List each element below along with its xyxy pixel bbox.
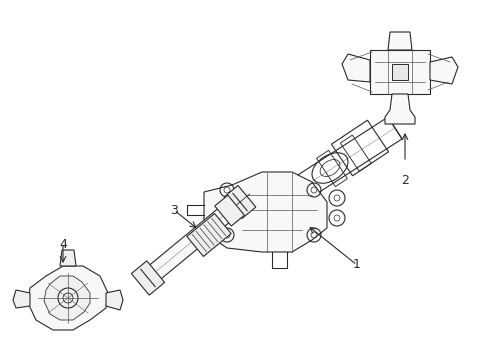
- Polygon shape: [224, 185, 255, 219]
- Polygon shape: [13, 290, 30, 308]
- Polygon shape: [131, 261, 164, 295]
- Polygon shape: [186, 213, 231, 256]
- Polygon shape: [142, 195, 245, 285]
- Polygon shape: [214, 195, 244, 226]
- Polygon shape: [391, 64, 407, 80]
- Text: 3: 3: [170, 203, 178, 216]
- Text: 2: 2: [400, 174, 408, 187]
- Polygon shape: [429, 57, 457, 84]
- Text: 4: 4: [59, 238, 67, 251]
- Polygon shape: [387, 32, 411, 50]
- Polygon shape: [341, 54, 369, 82]
- Polygon shape: [384, 94, 414, 124]
- Polygon shape: [28, 266, 108, 330]
- Polygon shape: [203, 172, 326, 252]
- Polygon shape: [106, 290, 123, 310]
- Polygon shape: [369, 50, 429, 94]
- Text: 1: 1: [352, 258, 360, 271]
- Polygon shape: [44, 276, 90, 320]
- Polygon shape: [60, 250, 76, 266]
